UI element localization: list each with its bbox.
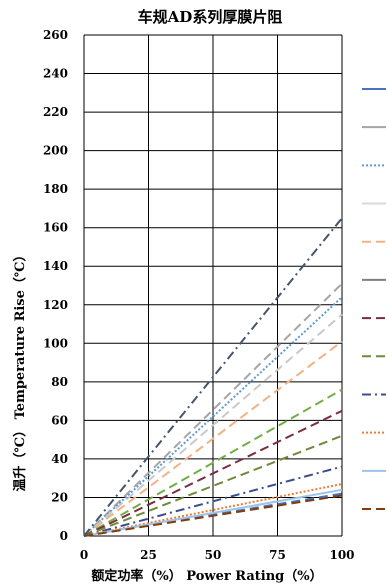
y-tick-label: 60 [51, 413, 68, 427]
series-line-6 [83, 388, 343, 537]
y-tick-label: 120 [43, 298, 68, 312]
y-tick-label: 100 [43, 336, 68, 350]
series-line-7 [83, 409, 343, 537]
x-tick-label: 25 [140, 548, 157, 562]
series-lines [83, 217, 343, 537]
series-line-13 [83, 217, 343, 537]
series-line-3 [83, 296, 343, 537]
series-line-12 [83, 494, 343, 537]
x-tick-label: 50 [205, 548, 222, 562]
y-tick-label: 20 [51, 490, 68, 504]
y-tick-label: 240 [43, 67, 68, 81]
x-tick-labels: 0 25 50 75 100 [80, 548, 355, 562]
y-tick-label: 160 [43, 221, 68, 235]
y-tick-label: 80 [51, 375, 68, 389]
x-tick-label: 100 [329, 548, 354, 562]
y-tick-labels: 0 20 40 60 80 100 120 140 160 180 200 220 240 260 [43, 28, 68, 543]
series-line-9 [83, 465, 343, 537]
y-tick-label: 260 [43, 28, 68, 42]
y-tick-label: 200 [43, 144, 68, 158]
y-tick-label: 220 [43, 105, 68, 119]
y-tick-label: 40 [51, 452, 68, 466]
chart-title: 车规AD系列厚膜片阻 [138, 8, 283, 26]
x-tick-label: 75 [269, 548, 286, 562]
grid [83, 34, 343, 537]
y-tick-label: 140 [43, 259, 68, 273]
y-tick-label: 180 [43, 182, 68, 196]
x-tick-label: 0 [80, 548, 88, 562]
y-axis-label: 温升（℃） Temperature Rise（℃） [12, 249, 28, 492]
series-line-4 [83, 313, 343, 537]
x-axis-label: 额定功率（%） Power Rating（%） [91, 568, 322, 584]
series-line-2 [83, 282, 343, 537]
series-line-8 [83, 434, 343, 537]
legend [362, 88, 386, 510]
series-line-5 [83, 340, 343, 537]
y-tick-label: 0 [60, 529, 68, 543]
